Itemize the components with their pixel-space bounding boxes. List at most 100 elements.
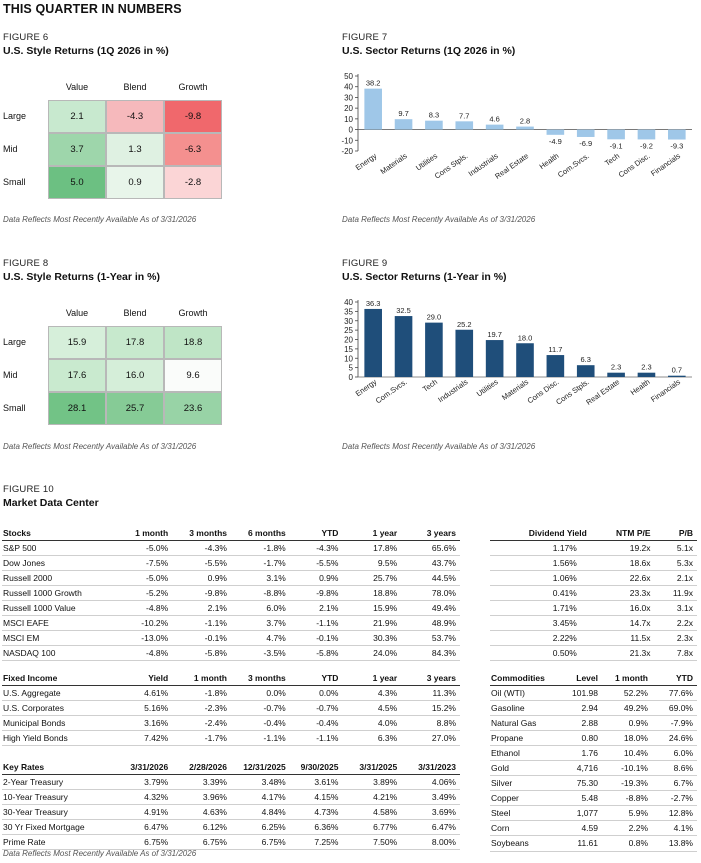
table-header: Yield [113,672,173,686]
table-cell: -2.4% [172,715,231,731]
table-cell: -4.8% [113,600,173,616]
table-cell: 2.3x [654,630,697,647]
table-header: 1 month [602,672,652,686]
table-cell: 11.3% [401,685,460,701]
table-cell: 3.49% [401,789,460,805]
table-cell: 30.3% [342,630,402,647]
table-cell: 3.61% [289,774,343,790]
style-cell: 1.3 [106,133,164,166]
table-cell: 19.2x [590,540,655,556]
style-col-header: Blend [123,82,147,92]
style-cell: -9.8 [164,100,222,133]
table-row: Russell 1000 Value -4.8% 2.1% 6.0% 2.1% 15.9%… [2,600,460,616]
bar [668,375,686,377]
table-header: NTM P/E [590,527,655,541]
data-label: 2.3 [641,363,651,372]
table-row: 1.71% 16.0x 3.1x [490,600,697,616]
table-cell: 4.21% [342,789,402,805]
table-cell: 6.75% [113,834,173,850]
table-cell: 4.32% [113,789,173,805]
table-row: Silver 75.30 -19.3% 6.7% [490,775,697,792]
table-cell: 4.17% [230,789,290,805]
table-cell: -0.7% [289,700,343,716]
table-cell: -0.1% [289,630,343,647]
bar [546,355,565,377]
table-header: 3 years [401,527,460,541]
table-header: 3/31/2023 [401,761,460,775]
table-cell: 11.9x [654,585,697,601]
table-cell: 4.15% [289,789,343,805]
figure7-source-note: Data Reflects Most Recently Available As… [342,215,536,224]
style-cell: 0.9 [106,166,164,199]
table-cell: 2.1% [172,600,231,616]
table-header: Level [560,672,602,686]
table-row: 1.56% 18.6x 5.3x [490,555,697,571]
table-cell: 2.2% [602,820,652,837]
style-col-header: Growth [178,308,208,318]
data-label: -9.3 [670,142,683,151]
table-cell: 65.6% [401,540,460,556]
table-cell: 2.1x [654,570,697,586]
table-cell: 44.5% [401,570,460,586]
table-cell: -1.1% [230,730,290,746]
table-cell: 7.8x [654,645,697,662]
y-tick-label: 20 [344,336,353,345]
y-tick-label: 30 [344,317,353,326]
y-tick-label: 25 [344,326,353,335]
data-label: 32.5 [396,306,411,315]
style-cell: 23.6 [164,392,222,425]
table-cell: 4.61% [113,685,173,701]
bar [394,316,413,377]
y-tick-label: -20 [341,147,353,156]
table-cell: 2.94 [560,700,602,716]
table-cell: 6.47% [401,819,460,835]
data-label: 18.0 [518,333,533,342]
valuation-table: Dividend Yield NTM P/E P/B 1.17% 19.2x 5.1x 1.… [490,527,697,662]
table-header: 1 month [113,527,173,541]
x-tick-label: Com.Svcs. [556,151,591,179]
table-cell: 49.2% [602,700,652,716]
style-row-header: Mid [3,144,18,154]
table-cell: 69.0% [652,700,697,716]
table-cell: 5.9% [602,805,652,822]
bar [364,308,382,377]
table-cell: -1.8% [172,685,231,701]
table-cell: S&P 500 [2,540,114,556]
table-cell: 78.0% [401,585,460,601]
table-row: Natural Gas 2.88 0.9% -7.9% [490,715,697,731]
data-label: 2.8 [520,117,530,126]
style-row-header: Small [3,177,26,187]
y-tick-label: 10 [344,115,353,124]
table-cell: Steel [490,805,560,822]
table-row: 30 Yr Fixed Mortgage 6.47% 6.12% 6.25% 6.36%… [2,819,460,835]
table-header: 3 years [401,672,460,686]
style-cell: 17.8 [106,326,164,359]
figure10-title: Market Data Center [3,497,99,509]
style-cell: 17.6 [48,359,106,392]
table-cell: 3.39% [172,774,231,790]
table-row: Russell 1000 Growth -5.2% -9.8% -8.8% -9.8% 1… [2,585,460,601]
table-header: 1 month [172,672,231,686]
table-row: 30-Year Treasury 4.91% 4.63% 4.84% 4.73% 4.58… [2,804,460,820]
table-cell: 15.2% [401,700,460,716]
table-header: 9/30/2025 [289,761,343,775]
table-row: U.S. Corporates 5.16% -2.3% -0.7% -0.7% 4.5% 1… [2,700,460,716]
table-cell: -5.5% [172,555,231,571]
table-cell: 49.4% [401,600,460,616]
table-cell: -4.3% [172,540,231,556]
x-tick-label: Real Estate [584,377,621,407]
table-cell: 5.1x [654,540,697,556]
style-cell: 15.9 [48,326,106,359]
stocks-table: Stocks 1 month 3 months 6 months YTD 1 year 3 … [2,527,460,662]
figure8-title: U.S. Style Returns (1-Year in %) [3,271,160,283]
table-cell: 3.89% [342,774,402,790]
table-row: U.S. Aggregate 4.61% -1.8% 0.0% 0.0% 4.3% 11.3… [2,685,460,701]
table-cell: 6.47% [113,819,173,835]
bar [576,129,595,137]
figure10-source-note: Data Reflects Most Recently Available As… [3,849,197,858]
style-cell: 16.0 [106,359,164,392]
table-cell: -5.8% [289,645,343,662]
figure9-source-note: Data Reflects Most Recently Available As… [342,442,536,451]
table-cell: 25.7% [342,570,402,586]
